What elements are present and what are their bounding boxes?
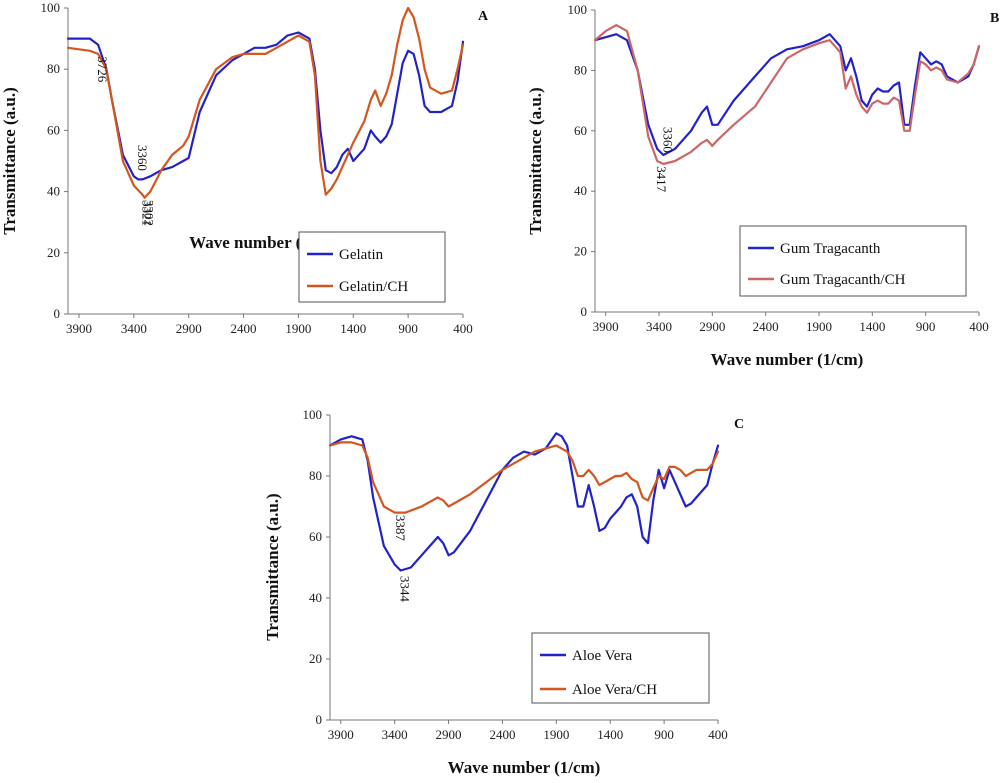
y-tick-label: 20 <box>309 651 322 666</box>
y-tick-label: 100 <box>303 407 323 422</box>
legend-box <box>531 632 710 704</box>
x-tick-label: 1900 <box>806 319 832 334</box>
x-tick-label: 3400 <box>121 321 147 336</box>
y-tick-label: 80 <box>309 468 322 483</box>
panel-letter: A <box>478 9 489 24</box>
y-tick-label: 100 <box>41 0 61 15</box>
x-tick-label: 400 <box>708 727 728 742</box>
x-tick-label: 3400 <box>646 319 672 334</box>
series-line-2 <box>593 24 981 166</box>
x-tick-label: 3900 <box>593 319 619 334</box>
y-tick-label: 0 <box>316 712 323 727</box>
x-tick-label: 900 <box>398 321 418 336</box>
x-tick-label: 3900 <box>66 321 92 336</box>
y-tick-label: 0 <box>54 306 61 321</box>
y-tick-label: 0 <box>581 304 588 319</box>
legend-box <box>739 225 967 297</box>
x-tick-label: 2400 <box>489 727 515 742</box>
y-tick-label: 40 <box>574 183 587 198</box>
peak-annotation: 3344 <box>398 576 413 603</box>
peak-annotation: 3360 <box>660 127 675 153</box>
x-tick-label: 900 <box>916 319 936 334</box>
x-tick-label: 400 <box>969 319 989 334</box>
x-axis-label: Wave number (1/cm) <box>448 758 601 777</box>
chart-panel-a: 0 20 40 60 80 100 3900 3400 2900 2400 1900 1400 900 4… <box>0 0 489 336</box>
x-tick-label: 1900 <box>285 321 311 336</box>
chart-panel-b: 0 20 40 60 80 100 3900 3400 2900 2400 1900 1400 900 4… <box>526 2 999 369</box>
x-tick-label: 900 <box>654 727 674 742</box>
x-tick-label: 3900 <box>328 727 354 742</box>
legend-label: Gelatin/CH <box>339 279 408 295</box>
x-axis-label: Wave number (1/cm) <box>711 350 864 369</box>
y-tick-label: 60 <box>309 529 322 544</box>
series-line-2 <box>328 441 720 514</box>
x-tick-label: 400 <box>453 321 473 336</box>
x-tick-label: 2900 <box>699 319 725 334</box>
legend-label: Aloe Vera/CH <box>572 682 657 698</box>
x-tick-label: 2900 <box>436 727 462 742</box>
chart-panel-c: 0 20 40 60 80 100 3900 3400 2900 2400 1900 1400 900 4… <box>263 407 744 777</box>
legend-box <box>298 231 446 303</box>
x-tick-label: 1400 <box>597 727 623 742</box>
y-tick-label: 20 <box>47 245 60 260</box>
y-tick-label: 60 <box>574 123 587 138</box>
panel-letter: C <box>734 417 744 432</box>
peak-annotation: 3321 <box>140 200 155 226</box>
legend-label: Gelatin <box>339 247 384 263</box>
x-tick-label: 2400 <box>231 321 257 336</box>
peak-annotation: 3360 <box>135 145 150 171</box>
y-axis-label: Transmittance (a.u.) <box>263 493 282 640</box>
series-line-2 <box>66 6 465 199</box>
x-tick-label: 1400 <box>859 319 885 334</box>
y-tick-label: 60 <box>47 122 60 137</box>
legend-label: Gum Tragacanth/CH <box>780 272 906 288</box>
peak-annotation: 3417 <box>654 166 669 193</box>
peak-annotation: 3387 <box>393 515 408 542</box>
panel-letter: B <box>990 11 999 26</box>
peak-annotation: 3302 <box>142 200 157 226</box>
y-tick-label: 80 <box>47 61 60 76</box>
peak-annotation: 3726 <box>95 56 110 83</box>
x-tick-label: 1400 <box>340 321 366 336</box>
y-axis-label: Transmittance (a.u.) <box>526 87 545 234</box>
y-tick-label: 40 <box>47 184 60 199</box>
x-tick-label: 3400 <box>382 727 408 742</box>
x-tick-label: 2900 <box>176 321 202 336</box>
x-tick-label: 1900 <box>543 727 569 742</box>
legend-label: Gum Tragacanth <box>780 241 881 257</box>
y-axis-label: Transmittance (a.u.) <box>0 87 19 234</box>
y-tick-label: 20 <box>574 244 587 259</box>
x-tick-label: 2400 <box>753 319 779 334</box>
legend-label: Aloe Vera <box>572 648 632 664</box>
y-tick-label: 40 <box>309 590 322 605</box>
y-tick-label: 100 <box>568 2 588 17</box>
series-line-1 <box>328 432 720 572</box>
y-tick-label: 80 <box>574 62 587 77</box>
series-line-1 <box>593 33 981 157</box>
